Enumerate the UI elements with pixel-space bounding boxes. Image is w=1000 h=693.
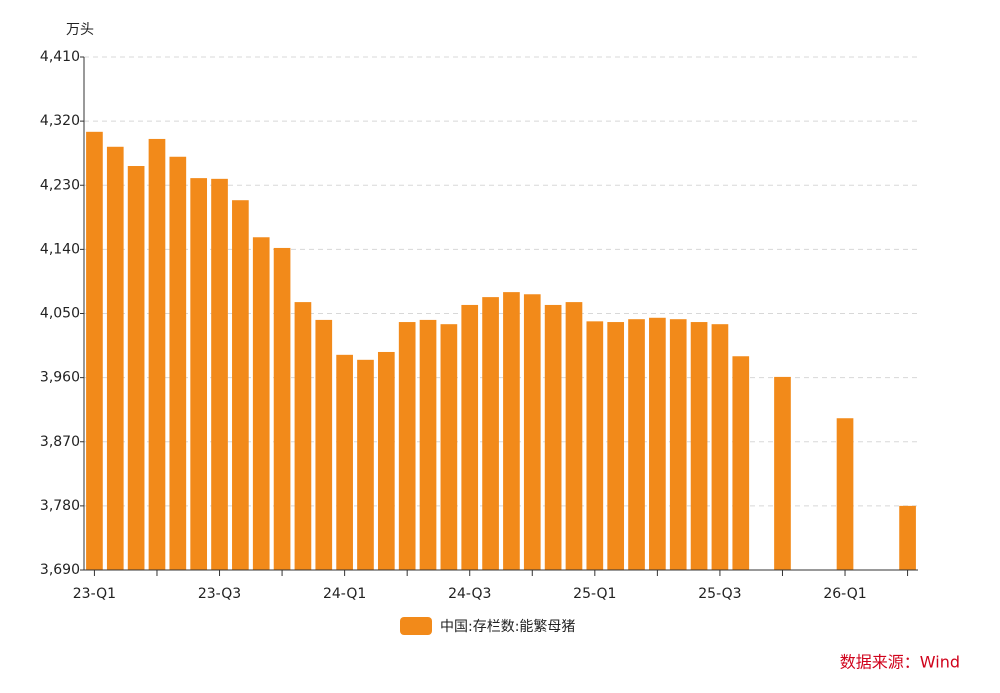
bar	[419, 319, 437, 570]
x-tick-label: 23-Q1	[73, 586, 116, 602]
bar	[628, 319, 645, 570]
bar	[232, 200, 249, 570]
bar	[649, 317, 666, 570]
bar	[190, 178, 208, 570]
y-tick-label: 3,960	[40, 370, 80, 386]
bar	[523, 294, 541, 570]
bar	[336, 354, 353, 570]
y-tick-label: 4,320	[40, 113, 80, 129]
x-tick-label: 26-Q1	[823, 586, 866, 602]
bar	[86, 131, 103, 570]
y-tick-label: 4,050	[40, 306, 80, 322]
bar	[482, 297, 499, 570]
bar	[544, 304, 562, 570]
bar	[398, 322, 416, 570]
y-unit: 万头	[66, 22, 94, 38]
bar	[148, 138, 166, 570]
bar	[503, 292, 520, 570]
x-tick-label: 24-Q1	[323, 586, 366, 602]
bar	[607, 322, 625, 570]
bar	[836, 418, 854, 570]
bar	[774, 376, 791, 570]
bar	[315, 319, 333, 570]
x-tick-label: 23-Q3	[198, 586, 241, 602]
bar	[586, 321, 604, 570]
bar	[357, 359, 374, 570]
bar	[211, 178, 228, 570]
bar	[169, 156, 187, 570]
bar	[273, 247, 291, 570]
bar	[899, 505, 916, 570]
source: 数据来源：Wind	[840, 653, 960, 672]
bar	[252, 237, 270, 570]
y-tick-label: 3,690	[40, 562, 80, 578]
legend-label: 中国:存栏数:能繁母猪	[440, 619, 575, 635]
bar	[294, 302, 312, 570]
bar	[127, 166, 145, 570]
bar	[565, 302, 583, 570]
y-tick-label: 3,870	[40, 434, 80, 450]
bar	[440, 324, 458, 570]
y-tick-label: 4,230	[40, 177, 80, 193]
bar	[711, 324, 729, 570]
bar	[732, 356, 750, 570]
x-tick-label: 25-Q3	[698, 586, 741, 602]
bar	[461, 304, 479, 570]
x-tick-label: 25-Q1	[573, 586, 616, 602]
x-tick-label: 24-Q3	[448, 586, 491, 602]
y-tick-label: 4,410	[40, 49, 80, 65]
bar	[377, 351, 395, 570]
legend-swatch	[400, 617, 432, 635]
y-tick-label: 4,140	[40, 241, 80, 257]
bar	[690, 322, 708, 570]
y-tick-label: 3,780	[40, 498, 80, 514]
bar	[669, 319, 687, 570]
bar	[106, 146, 124, 570]
